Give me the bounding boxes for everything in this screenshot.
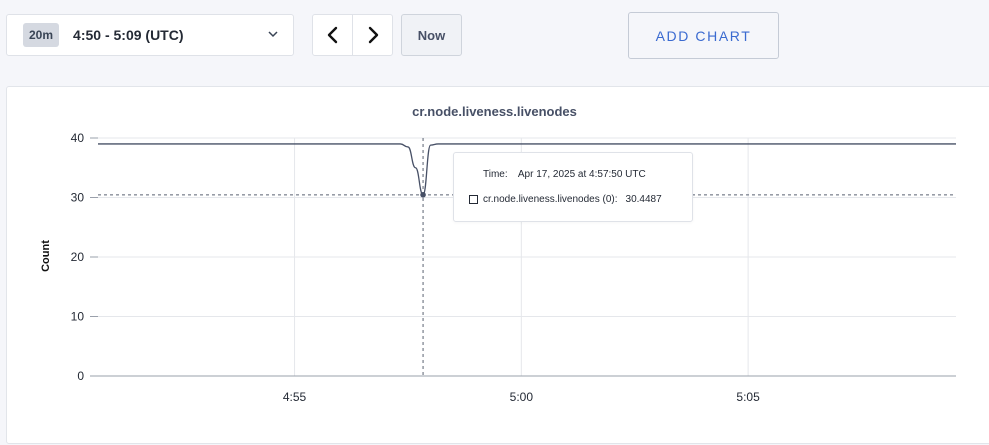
range-duration-chip: 20m <box>23 23 60 47</box>
x-tick-label: 5:05 <box>736 390 760 404</box>
chevron-left-icon <box>327 26 337 44</box>
tooltip-time-key: Time: <box>483 169 508 180</box>
tooltip-series-label: cr.node.liveness.livenodes (0): <box>483 194 618 205</box>
now-button[interactable]: Now <box>401 14 462 56</box>
next-range-button[interactable] <box>352 15 392 55</box>
x-tick-label: 4:55 <box>283 390 307 404</box>
chart-title: cr.node.liveness.livenodes <box>412 104 577 119</box>
previous-range-button[interactable] <box>313 15 352 55</box>
y-tick-label: 40 <box>71 131 85 145</box>
x-tick-label: 5:00 <box>510 390 534 404</box>
range-text: 4:50 - 5:09 (UTC) <box>73 27 184 43</box>
time-range-select[interactable]: 20m 4:50 - 5:09 (UTC) <box>6 14 294 56</box>
chevron-down-icon <box>268 31 278 38</box>
time-nav-group <box>312 14 393 56</box>
series-line <box>97 143 956 196</box>
tooltip-series-value: 30.4487 <box>625 194 662 205</box>
y-tick-label: 10 <box>71 310 85 324</box>
tooltip-time-value: Apr 17, 2025 at 4:57:50 UTC <box>517 169 646 180</box>
chart-card <box>6 86 989 444</box>
chevron-right-icon <box>368 26 378 44</box>
hover-point <box>420 192 426 198</box>
y-tick-label: 0 <box>77 369 84 383</box>
chart-tooltip: Time: Apr 17, 2025 at 4:57:50 UTC cr.nod… <box>453 152 693 222</box>
add-chart-button[interactable]: ADD CHART <box>628 12 779 59</box>
series-swatch <box>469 195 478 204</box>
y-tick-label: 30 <box>71 191 85 205</box>
y-tick-label: 20 <box>71 250 85 264</box>
